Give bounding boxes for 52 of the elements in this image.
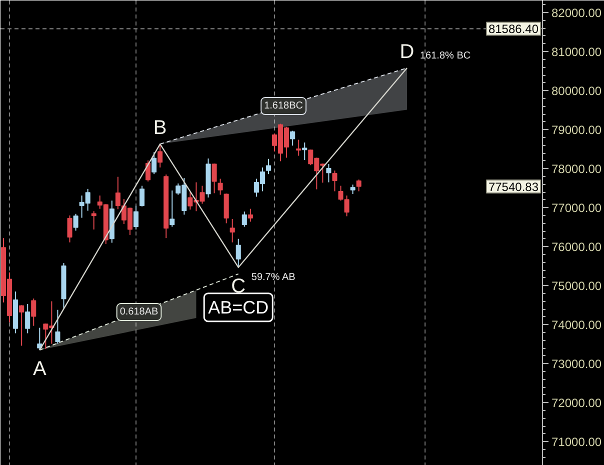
candlestick [152, 152, 157, 175]
candlestick [350, 184, 356, 194]
candlestick [356, 179, 362, 192]
y-tick-label: 77000.00 [552, 201, 602, 216]
candlestick [332, 170, 338, 192]
ref-line-label: 81586.40 [488, 22, 539, 36]
candlestick [31, 298, 36, 326]
series-label: 1.618BC [264, 100, 304, 112]
annotation: 161.8% BC [420, 50, 471, 62]
candlestick [55, 309, 60, 344]
candlestick [25, 304, 30, 334]
candlestick [212, 163, 217, 194]
candlestick [236, 238, 241, 268]
candlestick [170, 190, 175, 228]
candlestick [133, 205, 139, 230]
y-tick-label: 78000.00 [552, 162, 602, 176]
series-label: 0.618AB [120, 306, 159, 318]
data-label: B [153, 117, 167, 140]
candlestick [296, 139, 302, 156]
y-tick-label: 73000.00 [552, 357, 602, 372]
y-tick-label: 79000.00 [552, 123, 602, 138]
data-label: C [231, 275, 246, 298]
y-tick-label: 81000.00 [552, 45, 602, 60]
candlestick [230, 218, 235, 243]
candlestick [146, 160, 151, 182]
annotation: 77540.83 [488, 180, 539, 194]
candlestick [242, 211, 247, 228]
y-tick-label: 75000.00 [552, 279, 602, 294]
candlestick [140, 185, 145, 207]
candlestick [302, 142, 308, 161]
data-label: D [400, 40, 414, 63]
annotation: AB=CD [208, 297, 269, 318]
candlestick [266, 158, 271, 175]
y-tick-label: 71000.00 [552, 435, 602, 450]
candlestick [37, 327, 42, 351]
candlestick [19, 304, 24, 346]
line-series [39, 67, 408, 351]
candlestick [290, 130, 296, 146]
candlestick [67, 214, 72, 243]
candlestick [158, 144, 163, 168]
data-label: A [32, 358, 47, 380]
y-tick-label: 80000.00 [552, 84, 602, 98]
candlestick [218, 178, 223, 196]
y-tick-label: 76000.00 [552, 240, 602, 254]
y-tick-label: 72000.00 [552, 396, 602, 410]
candlestick [91, 210, 96, 230]
candlestick [248, 208, 253, 222]
candlestick [73, 213, 78, 232]
candlestick [326, 163, 332, 183]
annotation: 59.7% AB [251, 272, 296, 283]
y-tick-label: 74000.00 [552, 318, 602, 332]
y-tick-label: 82000.00 [552, 6, 602, 20]
